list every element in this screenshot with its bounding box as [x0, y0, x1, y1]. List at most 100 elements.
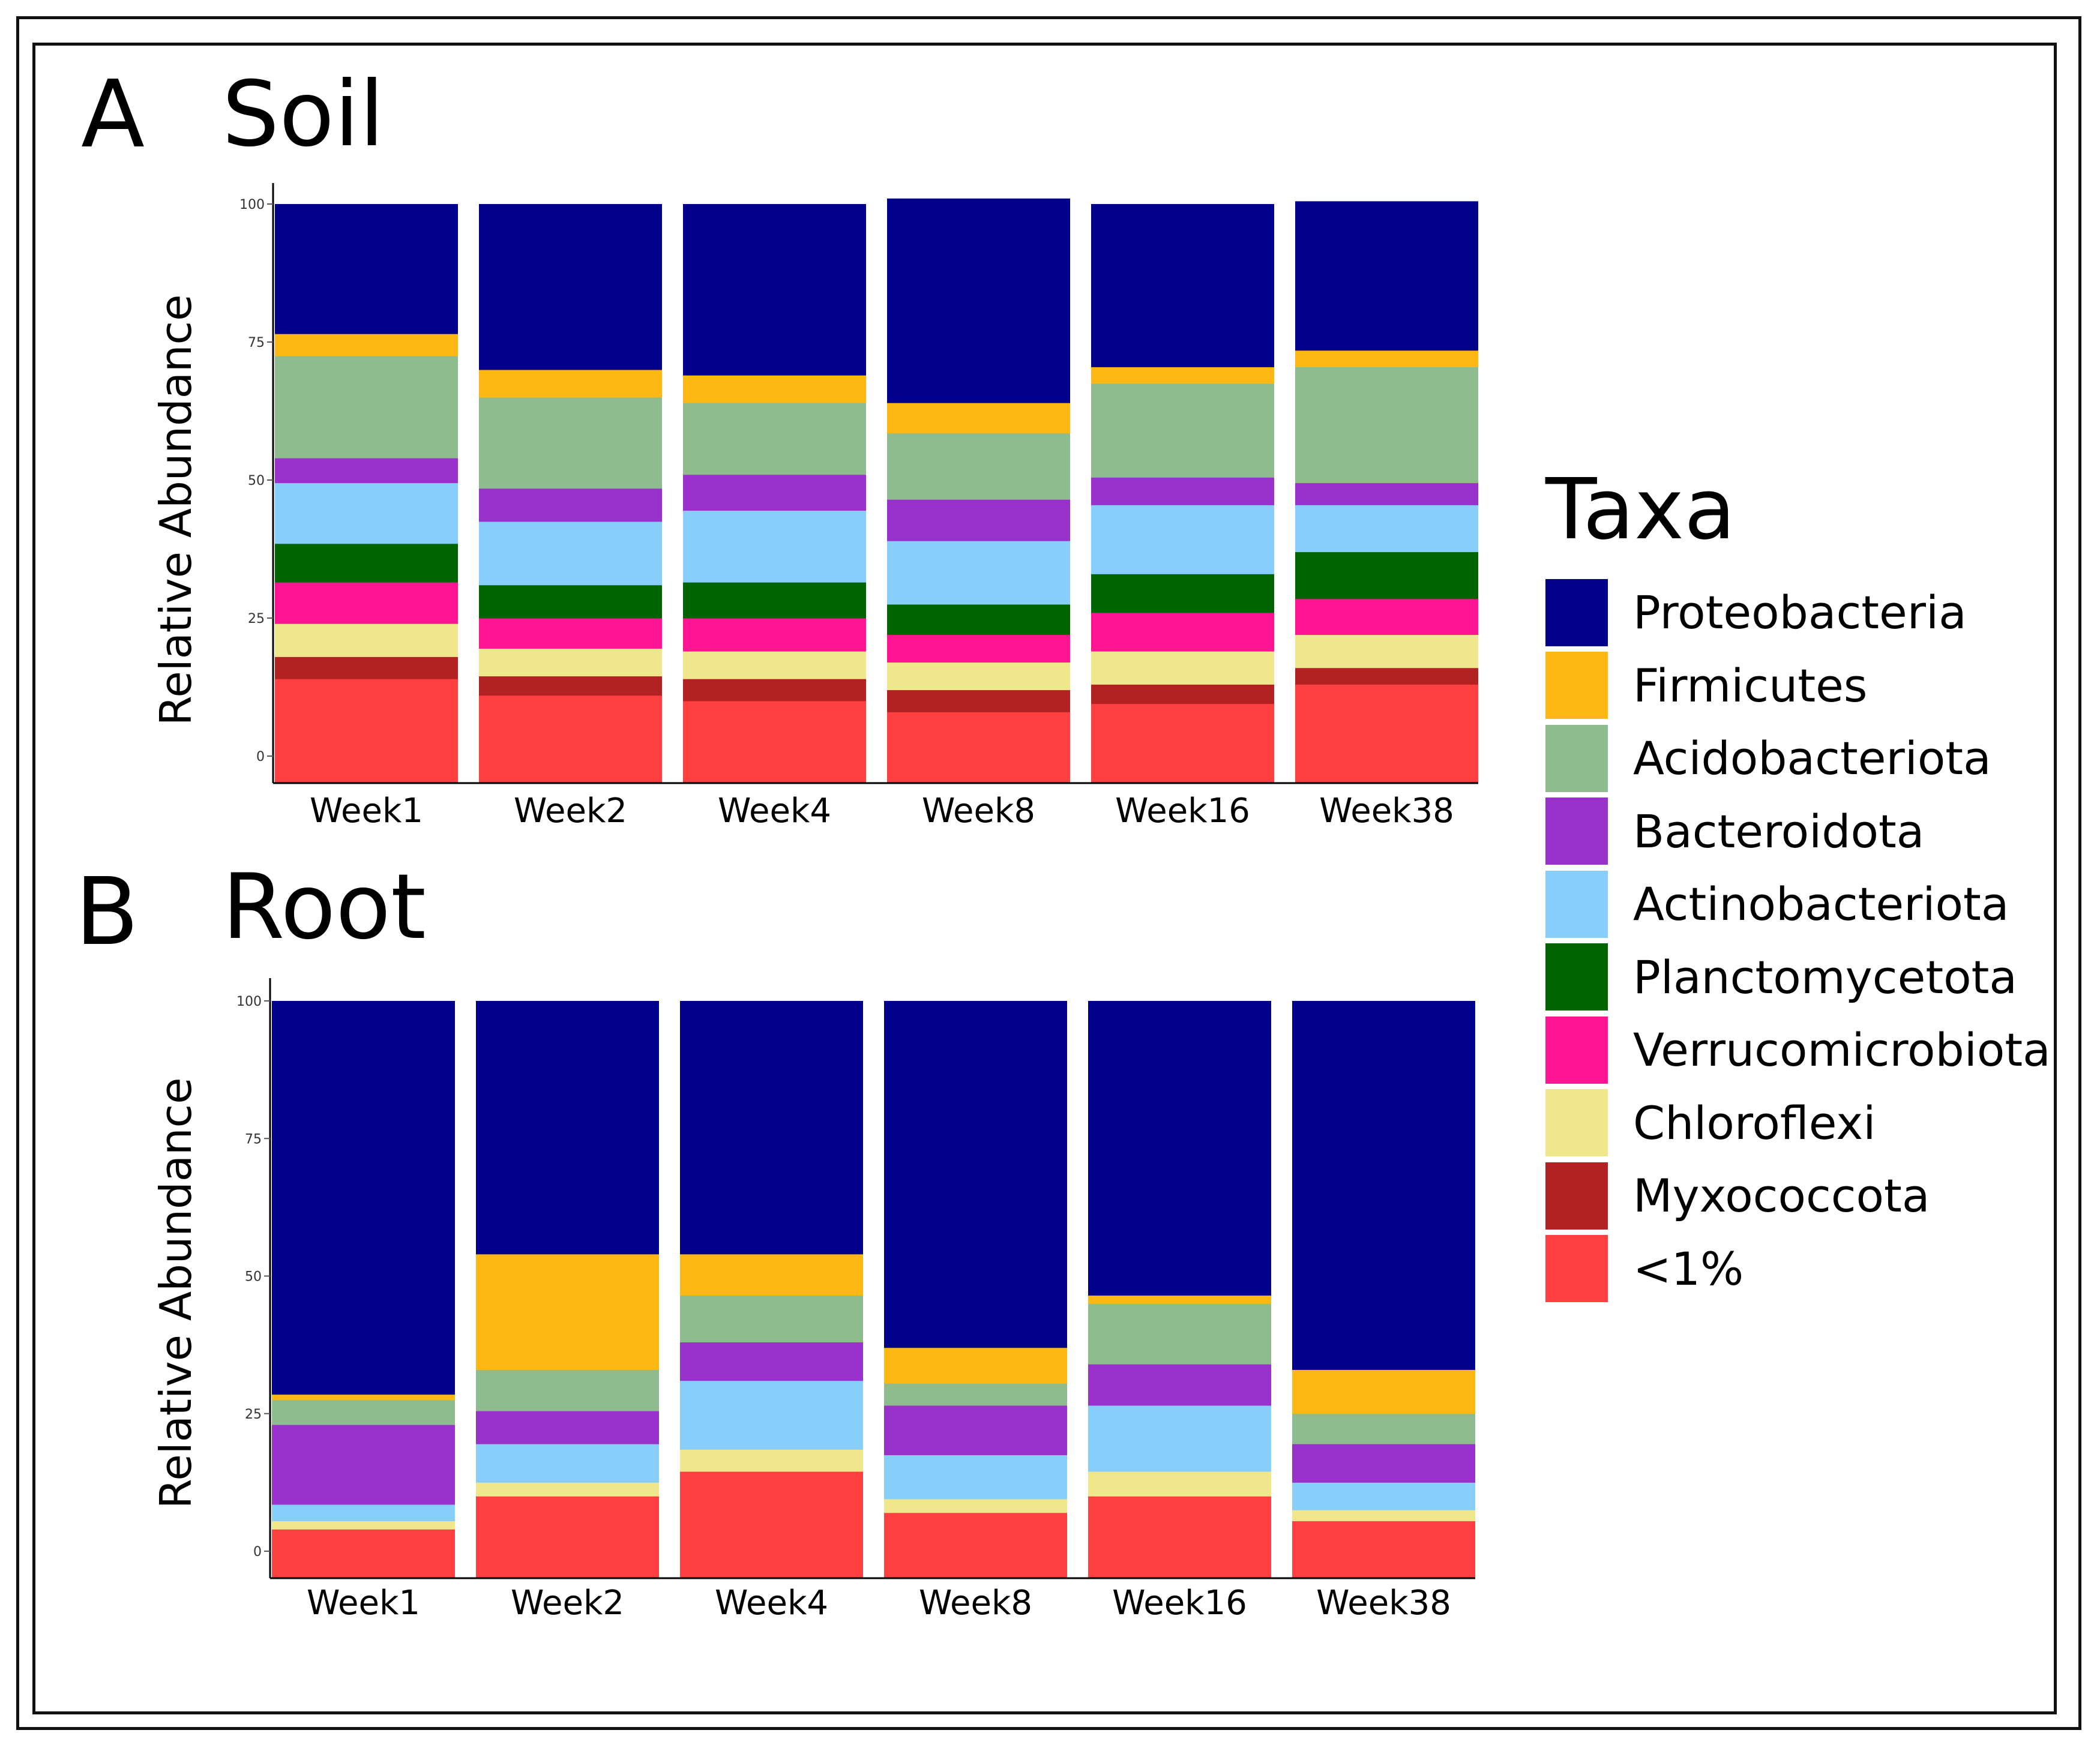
- x-tick-label: Week4: [715, 1584, 828, 1623]
- soil-chart: Week1 Week2 Week4 Week8 Week16 Week38 0 25 50 75 1…: [151, 183, 1478, 830]
- bar-segment-chloroflexi: [884, 1498, 1067, 1513]
- bar-segment-proteobacteria: [479, 204, 662, 370]
- bar-segment-planctomycetota: [887, 604, 1070, 635]
- bar-segment-1: [1091, 703, 1274, 757]
- bar-segment-bacteroidota: [476, 1411, 659, 1444]
- bar-segment-proteobacteria: [275, 204, 458, 334]
- bar-segment-proteobacteria: [887, 198, 1070, 403]
- bar-segment-actinobacteriota: [275, 482, 458, 544]
- legend-swatch: [1545, 943, 1608, 1011]
- legend-swatch: [1545, 724, 1608, 792]
- bar-segment-firmicutes: [887, 403, 1070, 434]
- bar-segment-actinobacteriota: [1292, 1482, 1475, 1510]
- legend-item: Acidobacteriota: [1545, 722, 2051, 795]
- legend-label: Myxococcota: [1633, 1169, 1930, 1223]
- bar-base-extension: [1088, 1551, 1271, 1578]
- bar-base-extension: [683, 756, 866, 783]
- legend-label: <1%: [1633, 1242, 1744, 1296]
- bar-segment-chloroflexi: [275, 623, 458, 657]
- bar-segment-proteobacteria: [1088, 1001, 1271, 1296]
- bar-segment-actinobacteriota: [683, 510, 866, 583]
- y-axis-label: Relative Abundance: [151, 295, 201, 726]
- bar-segment-1: [887, 712, 1070, 757]
- bar-segment-proteobacteria: [884, 1001, 1067, 1348]
- x-tick-label: Week2: [514, 791, 627, 830]
- bar-segment-1: [479, 695, 662, 757]
- bar-segment-chloroflexi: [887, 662, 1070, 691]
- bar-base-extension: [476, 1551, 659, 1578]
- bar-segment-actinobacteriota: [272, 1504, 455, 1522]
- legend-swatch: [1545, 1016, 1608, 1084]
- bar-base-extension: [680, 1551, 863, 1578]
- legend-item: Bacteroidota: [1545, 795, 2051, 868]
- y-tick-label: 25: [245, 1407, 262, 1422]
- bar-base-extension: [479, 756, 662, 783]
- panel-title-root: Root: [222, 855, 426, 960]
- bar-segment-proteobacteria: [683, 204, 866, 376]
- bar-segment-acidobacteriota: [1295, 367, 1478, 484]
- bar-segment-bacteroidota: [1295, 482, 1478, 505]
- bar-segment-bacteroidota: [887, 499, 1070, 541]
- bar-segment-verrucomicrobiota: [887, 634, 1070, 663]
- bar-segment-acidobacteriota: [1091, 383, 1274, 478]
- bar-segment-1: [1295, 684, 1478, 757]
- bar-segment-acidobacteriota: [476, 1369, 659, 1411]
- bar-segment-myxococcota: [275, 656, 458, 679]
- bar-segment-actinobacteriota: [1091, 505, 1274, 574]
- legend-item: Planctomycetota: [1545, 941, 2051, 1014]
- x-tick-label: Week38: [1316, 1584, 1451, 1623]
- bar-segment-firmicutes: [1088, 1295, 1271, 1304]
- bar-segment-chloroflexi: [479, 648, 662, 677]
- bar-segment-chloroflexi: [272, 1521, 455, 1530]
- bar-segment-bacteroidota: [680, 1342, 863, 1381]
- bar-segment-actinobacteriota: [887, 541, 1070, 605]
- legend-swatch: [1545, 652, 1608, 719]
- bar-segment-actinobacteriota: [476, 1444, 659, 1483]
- bar-segment-acidobacteriota: [680, 1295, 863, 1343]
- bar-segment-myxococcota: [1295, 667, 1478, 685]
- bar-segment-1: [683, 701, 866, 757]
- bar-segment-1: [680, 1471, 863, 1552]
- x-tick-label: Week4: [718, 791, 831, 830]
- bar-segment-planctomycetota: [1295, 551, 1478, 599]
- x-tick-label: Week16: [1115, 791, 1250, 830]
- legend-swatch: [1545, 1235, 1608, 1303]
- y-tick-label: 0: [256, 749, 265, 764]
- bar-segment-bacteroidota: [272, 1425, 455, 1505]
- bar-segment-chloroflexi: [683, 651, 866, 679]
- legend-swatch: [1545, 578, 1608, 646]
- legend-swatch: [1545, 1162, 1608, 1230]
- x-tick-label: Week1: [307, 1584, 420, 1623]
- bar-segment-firmicutes: [1091, 367, 1274, 384]
- bar-segment-proteobacteria: [1295, 201, 1478, 351]
- bar-segment-chloroflexi: [1295, 634, 1478, 668]
- bar-segment-myxococcota: [1091, 684, 1274, 704]
- bar-segment-actinobacteriota: [479, 521, 662, 586]
- legend-title: Taxa: [1545, 461, 1736, 559]
- bar-segment-proteobacteria: [680, 1001, 863, 1255]
- bar-segment-proteobacteria: [272, 1001, 455, 1395]
- legend-label: Firmicutes: [1633, 658, 1868, 712]
- bar-segment-chloroflexi: [476, 1482, 659, 1497]
- y-tick-label: 75: [245, 1132, 262, 1147]
- x-tick-label: Week2: [511, 1584, 624, 1623]
- bar-base-extension: [887, 756, 1070, 783]
- legend-label: Bacteroidota: [1633, 804, 1925, 858]
- bar-segment-acidobacteriota: [272, 1399, 455, 1425]
- bar-segment-acidobacteriota: [1088, 1303, 1271, 1365]
- bar-segment-chloroflexi: [680, 1449, 863, 1472]
- bar-base-extension: [272, 1551, 455, 1578]
- bar-segment-bacteroidota: [1091, 477, 1274, 505]
- bar-segment-chloroflexi: [1088, 1471, 1271, 1497]
- bar-segment-firmicutes: [1292, 1369, 1475, 1414]
- legend-item: <1%: [1545, 1233, 2051, 1306]
- legend-label: Proteobacteria: [1633, 586, 1967, 640]
- bar-segment-bacteroidota: [1292, 1444, 1475, 1483]
- panel-title-soil: Soil: [222, 62, 385, 167]
- bar-segment-bacteroidota: [884, 1405, 1067, 1456]
- bar-segment-chloroflexi: [1091, 651, 1274, 685]
- inner-frame: [32, 43, 2057, 1714]
- bar-segment-actinobacteriota: [1088, 1405, 1271, 1472]
- root-chart: Week1 Week2 Week4 Week8 Week16 Week38 0 25 50 75 1…: [151, 978, 1475, 1623]
- panel-letter-b: B: [75, 857, 139, 966]
